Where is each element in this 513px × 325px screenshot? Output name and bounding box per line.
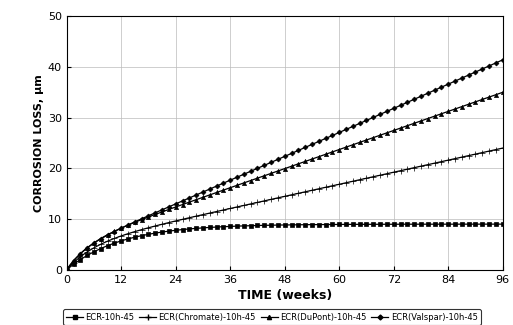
Legend: ECR-10h-45, ECR(Chromate)-10h-45, ECR(DuPont)-10h-45, ECR(Valspar)-10h-45: ECR-10h-45, ECR(Chromate)-10h-45, ECR(Du…: [63, 309, 481, 325]
Y-axis label: CORROSION LOSS, µm: CORROSION LOSS, µm: [33, 74, 44, 212]
X-axis label: TIME (weeks): TIME (weeks): [238, 289, 332, 302]
